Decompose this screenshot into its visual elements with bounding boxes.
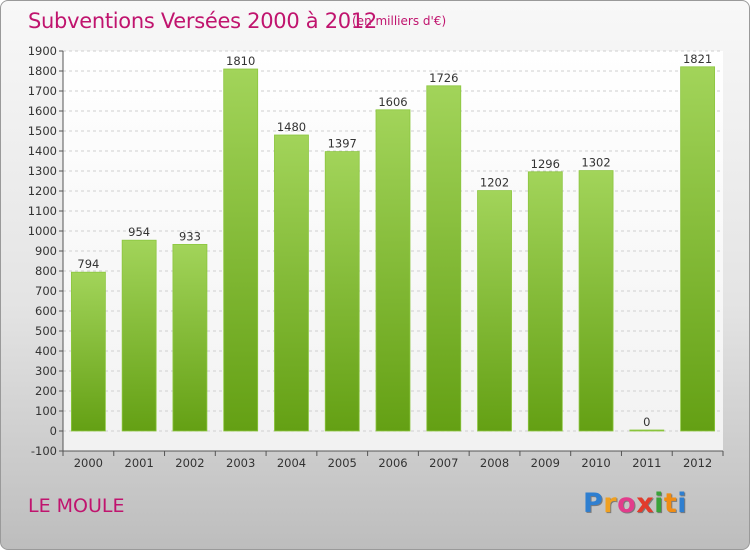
logo-letter: i (654, 488, 664, 519)
commune-name: LE MOULE (28, 495, 125, 517)
data-label: 1296 (531, 157, 560, 171)
chart-title: Subventions Versées 2000 à 2012 (28, 9, 377, 33)
bar (375, 109, 411, 432)
y-tick-label: 600 (35, 304, 57, 318)
y-tick-label: 800 (35, 264, 57, 278)
y-tick-label: 100 (35, 404, 57, 418)
x-tick-label: 2001 (125, 456, 154, 470)
bar (477, 190, 512, 432)
x-tick-label: 2006 (378, 456, 407, 470)
logo-letter: r (603, 488, 618, 519)
y-tick-label: 500 (35, 324, 57, 338)
bar (274, 134, 309, 432)
x-tick-label: 2000 (74, 456, 103, 470)
logo-letter: t (663, 488, 678, 519)
x-tick-label: 2007 (429, 456, 458, 470)
logo-letter: P (583, 488, 604, 519)
bar (70, 271, 106, 432)
y-tick-label: 200 (35, 384, 57, 398)
data-label: 1480 (277, 120, 306, 134)
data-label: 1202 (480, 176, 509, 190)
bar (680, 66, 716, 432)
y-tick-label: 1600 (28, 104, 57, 118)
data-label: 1606 (378, 95, 407, 109)
y-tick-label: 300 (35, 364, 57, 378)
y-tick-label: 1400 (28, 144, 57, 158)
data-label: 1726 (429, 71, 458, 85)
data-label: 933 (179, 229, 201, 243)
data-label: 1810 (226, 54, 255, 68)
y-tick-label: 1800 (28, 64, 57, 78)
y-tick-label: 1900 (28, 44, 57, 58)
chart-subtitle: (en milliers d'€) (352, 14, 447, 28)
x-tick-label: 2011 (632, 456, 661, 470)
x-tick-label: 2004 (277, 456, 306, 470)
bar (578, 170, 614, 432)
y-tick-label: 1200 (28, 184, 57, 198)
y-tick-label: 1500 (28, 124, 57, 138)
y-tick-label: 1300 (28, 164, 57, 178)
logo-letter: i (677, 488, 688, 519)
bar (426, 85, 462, 432)
y-tick-label: 900 (35, 244, 57, 258)
proxiti-logo: Proxiti (583, 488, 687, 519)
x-tick-label: 2012 (683, 456, 712, 470)
y-tick-label: 1100 (28, 204, 57, 218)
x-tick-label: 2008 (480, 456, 509, 470)
bar (629, 429, 665, 432)
bar (527, 171, 563, 432)
y-tick-label: 1700 (28, 84, 57, 98)
y-tick-label: 700 (35, 284, 57, 298)
bar (172, 243, 208, 432)
logo-letter: x (636, 488, 655, 519)
bar (324, 151, 360, 432)
x-tick-label: 2009 (531, 456, 560, 470)
x-tick-label: 2003 (226, 456, 255, 470)
data-label: 954 (128, 225, 150, 239)
y-tick-label: 0 (50, 424, 57, 438)
bar (121, 239, 157, 432)
data-label: 0 (643, 415, 650, 429)
x-tick-label: 2005 (328, 456, 357, 470)
y-tick-label: 400 (35, 344, 57, 358)
y-tick-label: -100 (31, 444, 57, 458)
data-label: 1302 (581, 156, 610, 170)
logo-letter: o (617, 488, 637, 519)
bar (223, 68, 259, 432)
y-tick-label: 1000 (28, 224, 57, 238)
data-label: 1821 (683, 52, 712, 66)
x-tick-label: 2010 (581, 456, 610, 470)
x-tick-label: 2002 (175, 456, 204, 470)
data-label: 794 (77, 257, 99, 271)
data-label: 1397 (328, 137, 357, 151)
